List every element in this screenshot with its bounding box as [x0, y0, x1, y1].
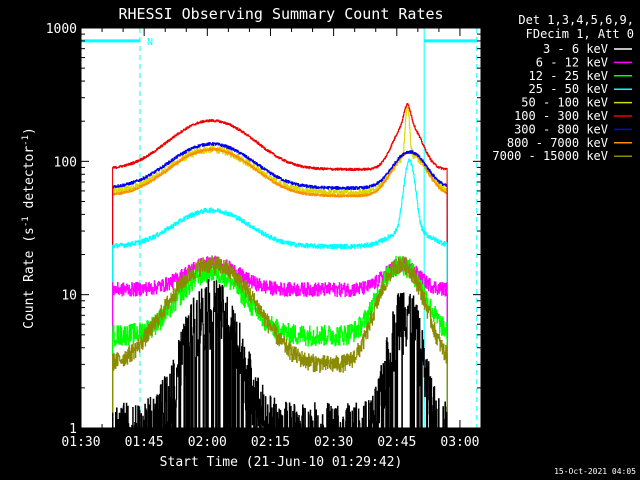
y-label-sup2: -1 — [21, 135, 31, 146]
x-tick-label: 02:45 — [377, 435, 416, 450]
series-line — [112, 142, 448, 429]
series-line — [111, 279, 448, 429]
legend-label: 3 - 6 keV — [543, 42, 608, 56]
x-tick-label: 01:30 — [61, 435, 100, 450]
footer-timestamp: 15-Oct-2021 04:05 — [554, 467, 636, 476]
legend-label: 800 - 7000 keV — [507, 136, 608, 150]
x-tick-label: 02:15 — [251, 435, 290, 450]
series-line — [112, 147, 448, 429]
y-label-mid: detector — [22, 146, 37, 217]
x-tick-label: 03:00 — [440, 435, 479, 450]
legend-header-line-1: Det 1,3,4,5,6,9, — [518, 13, 634, 27]
legend-label: 50 - 100 keV — [521, 96, 608, 110]
y-axis-label: Count Rate (s-1 detector-1) — [21, 127, 37, 329]
x-tick-label: 01:45 — [125, 435, 164, 450]
legend-label: 6 - 12 keV — [536, 55, 608, 69]
legend: Det 1,3,4,5,6,9, FDecim 1, Att 0 3 - 6 k… — [492, 13, 634, 163]
series-lines — [111, 102, 448, 429]
legend-header-line-2: FDecim 1, Att 0 — [526, 27, 634, 41]
y-label-sup1: -1 — [21, 216, 31, 227]
y-label-pre: Count Rate (s — [22, 227, 37, 329]
night-marker-label: N — [147, 37, 153, 48]
legend-label: 7000 - 15000 keV — [492, 149, 608, 163]
y-tick-label: 1 — [69, 422, 77, 437]
series-line — [112, 255, 448, 429]
x-axis-label: Start Time (21-Jun-10 01:29:42) — [160, 455, 403, 470]
y-label-post: ) — [22, 127, 37, 135]
axes: 01:30 01:45 02:00 02:15 02:30 02:45 03:00 1 10 10… — [46, 22, 482, 450]
legend-label: 100 - 300 keV — [514, 109, 608, 123]
y-tick-label: 1000 — [46, 22, 77, 37]
series-line — [112, 102, 448, 429]
x-tick-label: 02:30 — [314, 435, 353, 450]
x-tick-label: 02:00 — [188, 435, 227, 450]
legend-label: 25 - 50 keV — [529, 82, 608, 96]
series-line — [112, 158, 448, 429]
y-tick-label: 10 — [61, 289, 77, 304]
y-tick-label: 100 — [54, 155, 77, 170]
plot-frame — [80, 27, 482, 429]
legend-label: 300 - 800 keV — [514, 122, 608, 136]
chart-title: RHESSI Observing Summary Count Rates — [118, 5, 443, 23]
legend-label: 12 - 25 keV — [529, 69, 608, 83]
